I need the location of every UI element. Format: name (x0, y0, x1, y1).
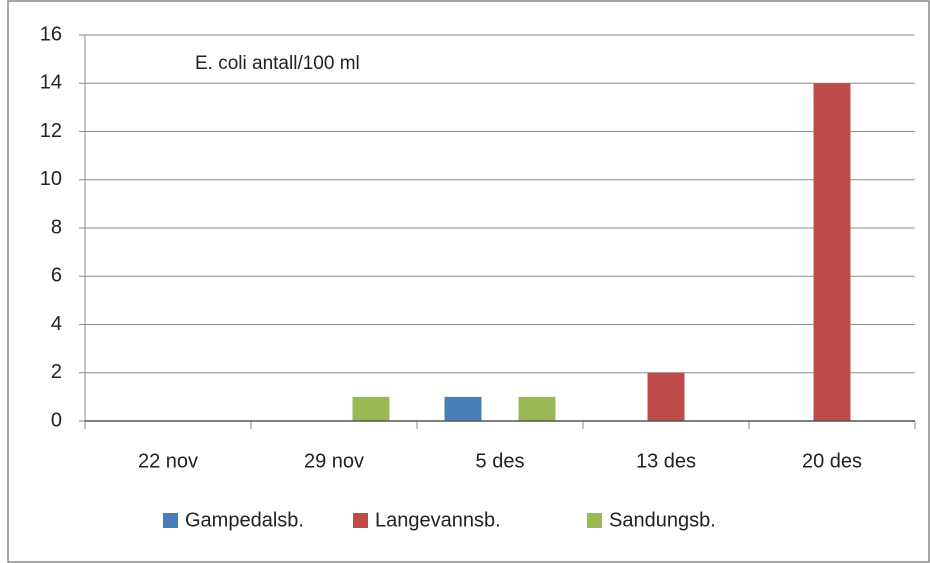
y-tick-label: 10 (40, 168, 62, 190)
x-tick-label: 22 nov (138, 450, 198, 472)
bar (444, 396, 482, 421)
legend-swatch (163, 513, 178, 528)
y-tick-label: 0 (51, 409, 62, 431)
legend-label: Gampedalsb. (185, 509, 304, 531)
legend-label: Sandungsb. (609, 509, 716, 531)
x-tick-label: 29 nov (304, 450, 364, 472)
legend-label: Langevannsb. (375, 509, 501, 531)
chart-frame (7, 0, 930, 563)
y-tick-label: 6 (51, 265, 62, 287)
y-tick-label: 4 (51, 313, 62, 335)
x-tick-label: 5 des (476, 450, 525, 472)
bar (813, 83, 851, 421)
bar (518, 396, 556, 421)
bar (647, 372, 685, 421)
y-tick-label: 16 (40, 23, 62, 45)
x-tick-label: 13 des (636, 450, 696, 472)
y-tick-label: 14 (40, 72, 62, 94)
legend-swatch (353, 513, 368, 528)
x-tick-label: 20 des (802, 450, 862, 472)
legend-swatch (587, 513, 602, 528)
y-tick-label: 8 (51, 216, 62, 238)
annotation: E. coli antall/100 ml (195, 53, 360, 74)
bar (352, 396, 390, 421)
y-tick-label: 12 (40, 120, 62, 142)
y-tick-label: 2 (51, 361, 62, 383)
